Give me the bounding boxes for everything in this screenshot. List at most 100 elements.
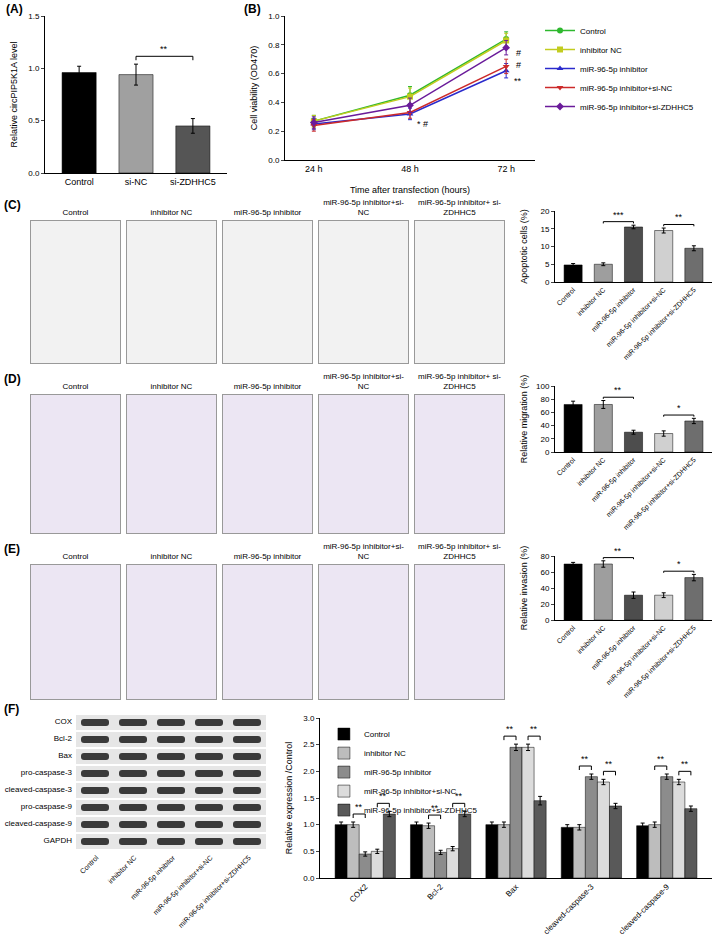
svg-text:Control: Control — [555, 624, 576, 645]
svg-text:miR-96-5p inhibitor+si-NC: miR-96-5p inhibitor+si-NC — [580, 84, 672, 93]
svg-text:si-NC: si-NC — [125, 177, 148, 187]
svg-text:*: * — [677, 559, 681, 569]
svg-text:**: ** — [530, 724, 538, 734]
svg-text:0.0: 0.0 — [268, 156, 280, 165]
svg-text:miR-96-5p inhibitor: miR-96-5p inhibitor — [364, 768, 432, 777]
svg-text:**: ** — [681, 759, 689, 769]
svg-text:miR-96-5p inhibitor+si-ZDHHC5: miR-96-5p inhibitor+si-ZDHHC5 — [622, 624, 698, 700]
svg-text:48 h: 48 h — [401, 164, 419, 174]
svg-text:20: 20 — [540, 435, 549, 444]
svg-text:miR-96-5p inhibitor+si-ZDHHC5: miR-96-5p inhibitor+si-ZDHHC5 — [364, 806, 478, 815]
svg-text:Cell viability (OD470): Cell viability (OD470) — [249, 46, 259, 131]
svg-text:si-ZDHHC5: si-ZDHHC5 — [170, 177, 216, 187]
svg-text:miR-96-5p inhibitor: miR-96-5p inhibitor — [590, 456, 638, 504]
svg-text:3.0: 3.0 — [303, 714, 315, 723]
svg-text:miR-96-5p inhibitor+si-NC: miR-96-5p inhibitor+si-NC — [605, 624, 668, 687]
svg-text:**: ** — [675, 212, 683, 222]
svg-text:miR-96-5p inhibitor: miR-96-5p inhibitor — [590, 624, 638, 672]
svg-text:1.5: 1.5 — [28, 12, 40, 21]
svg-text:**: ** — [160, 44, 168, 54]
html-text:miR-96-5p inhibitor: miR-96-5p inhibitor — [129, 854, 176, 901]
svg-text:Time after transfection (hours: Time after transfection (hours) — [350, 185, 470, 195]
html-text:miR-96-5p inhibitor+si-NC: miR-96-5p inhibitor+si-NC — [151, 854, 214, 916]
svg-text:Control: Control — [364, 730, 390, 739]
svg-text:**: ** — [379, 791, 387, 801]
svg-text:miR-96-5p inhibitor+si-ZDHHC5: miR-96-5p inhibitor+si-ZDHHC5 — [622, 286, 698, 362]
svg-text:inhibitor NC: inhibitor NC — [576, 624, 607, 655]
svg-text:60: 60 — [540, 568, 549, 577]
svg-text:cleaved-caspase-3: cleaved-caspase-3 — [542, 882, 596, 936]
svg-text:5: 5 — [545, 260, 550, 269]
svg-text:Relative invasion (%): Relative invasion (%) — [519, 546, 529, 631]
svg-text:20: 20 — [540, 207, 549, 216]
svg-text:inhibitor NC: inhibitor NC — [364, 749, 406, 758]
svg-text:Relative circPIP5K1A level: Relative circPIP5K1A level — [9, 41, 19, 147]
svg-text:20: 20 — [540, 600, 549, 609]
svg-text:0.4: 0.4 — [268, 98, 280, 107]
svg-text:inhibitor NC: inhibitor NC — [580, 46, 622, 55]
svg-text:Relative migration (%): Relative migration (%) — [519, 375, 529, 464]
svg-text:2.5: 2.5 — [303, 740, 315, 749]
svg-text:**: ** — [581, 754, 589, 764]
svg-text:0.0: 0.0 — [28, 169, 40, 178]
svg-text:*: * — [677, 403, 681, 413]
svg-text:miR-96-5p inhibitor: miR-96-5p inhibitor — [580, 65, 648, 74]
svg-text:1.0: 1.0 — [303, 820, 315, 829]
svg-text:#: # — [516, 60, 521, 70]
svg-text:#: # — [516, 48, 521, 58]
svg-text:Relative expression /Control: Relative expression /Control — [284, 742, 294, 855]
svg-text:2.0: 2.0 — [303, 767, 315, 776]
svg-text:COX2: COX2 — [348, 882, 370, 904]
svg-text:0.5: 0.5 — [28, 116, 40, 125]
svg-text:**: ** — [657, 754, 665, 764]
svg-text:Apoptotic cells (%): Apoptotic cells (%) — [519, 209, 529, 284]
svg-text:40: 40 — [540, 421, 549, 430]
svg-text:cleaved-caspase-9: cleaved-caspase-9 — [617, 882, 671, 936]
svg-text:miR-96-5p inhibitor+si-NC: miR-96-5p inhibitor+si-NC — [605, 456, 668, 519]
svg-text:**: ** — [605, 759, 613, 769]
svg-text:0: 0 — [545, 616, 550, 625]
svg-text:**: ** — [506, 724, 514, 734]
svg-text:inhibitor NC: inhibitor NC — [576, 456, 607, 487]
svg-text:**: ** — [431, 803, 439, 813]
svg-text:60: 60 — [540, 408, 549, 417]
svg-text:72 h: 72 h — [497, 164, 515, 174]
svg-text:0.8: 0.8 — [268, 41, 280, 50]
svg-text:**: ** — [614, 385, 622, 395]
svg-text:24 h: 24 h — [305, 164, 323, 174]
svg-text:0: 0 — [545, 448, 550, 457]
svg-text:100: 100 — [536, 382, 550, 391]
svg-text:Control: Control — [555, 286, 576, 307]
svg-text:1.5: 1.5 — [303, 794, 315, 803]
svg-text:* #: * # — [417, 119, 428, 129]
svg-text:**: ** — [514, 76, 522, 86]
svg-text:10: 10 — [540, 242, 549, 251]
svg-text:Control: Control — [580, 27, 606, 36]
svg-text:1.0: 1.0 — [28, 64, 40, 73]
svg-text:0: 0 — [545, 278, 550, 287]
svg-text:1.0: 1.0 — [268, 12, 280, 21]
svg-text:15: 15 — [540, 225, 549, 234]
svg-text:0.0: 0.0 — [303, 874, 315, 883]
svg-text:80: 80 — [540, 395, 549, 404]
svg-text:Control: Control — [555, 456, 576, 477]
svg-text:0.2: 0.2 — [268, 127, 280, 136]
svg-text:miR-96-5p inhibitor+si-ZDHHC5: miR-96-5p inhibitor+si-ZDHHC5 — [622, 456, 698, 532]
svg-text:80: 80 — [540, 552, 549, 561]
svg-text:0.5: 0.5 — [303, 847, 315, 856]
svg-text:Control: Control — [65, 177, 94, 187]
svg-text:**: ** — [614, 546, 622, 556]
svg-text:Bax: Bax — [504, 882, 520, 898]
svg-text:miR-96-5p inhibitor+si-NC: miR-96-5p inhibitor+si-NC — [605, 286, 668, 349]
svg-text:miR-96-5p inhibitor+si-ZDHHC5: miR-96-5p inhibitor+si-ZDHHC5 — [580, 103, 694, 112]
svg-text:**: ** — [355, 802, 363, 812]
svg-text:**: ** — [455, 791, 463, 801]
svg-text:inhibitor NC: inhibitor NC — [576, 286, 607, 317]
svg-text:miR-96-5p inhibitor+si-NC: miR-96-5p inhibitor+si-NC — [364, 787, 456, 796]
svg-text:Bcl-2: Bcl-2 — [426, 882, 446, 902]
html-text:miR-96-5p inhibitor+si-ZDHHC5: miR-96-5p inhibitor+si-ZDHHC5 — [177, 854, 252, 929]
svg-text:40: 40 — [540, 584, 549, 593]
svg-text:***: *** — [613, 210, 624, 220]
svg-text:0.6: 0.6 — [268, 69, 280, 78]
svg-text:miR-96-5p inhibitor: miR-96-5p inhibitor — [590, 286, 638, 334]
